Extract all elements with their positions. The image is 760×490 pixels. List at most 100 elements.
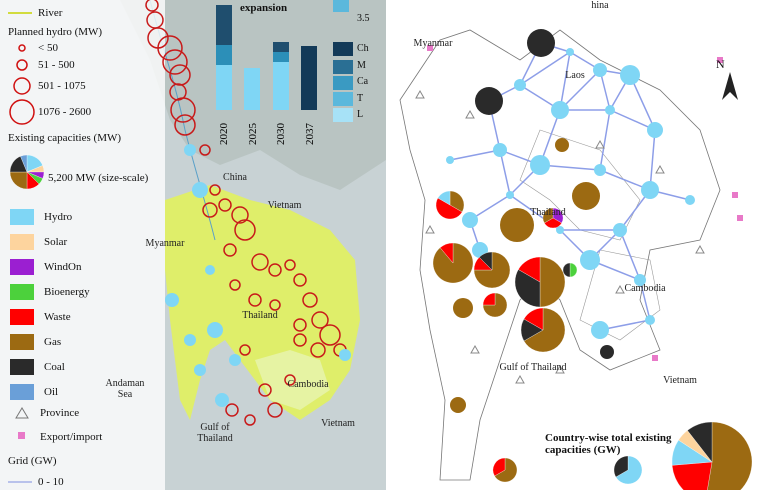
- existing-plant: [184, 334, 196, 346]
- province-outline: [519, 129, 661, 341]
- legend-title: Existing capacities (MW): [8, 132, 122, 144]
- pie-slice: [479, 251, 493, 271]
- hydro-node: [462, 212, 478, 228]
- province-marker: [695, 244, 705, 254]
- pie-slice: [500, 208, 534, 242]
- inset-year: 2020: [218, 123, 230, 145]
- planned-hydro: [284, 259, 296, 271]
- legend-tech: Coal: [44, 361, 65, 373]
- map-label: Andaman Sea: [105, 378, 145, 400]
- pie-slice: [613, 455, 629, 478]
- pie-slice: [569, 262, 578, 278]
- hydro-node: [641, 181, 659, 199]
- map-label: Vietnam: [663, 375, 697, 386]
- pie-slice: [437, 190, 451, 206]
- north-arrow: [722, 72, 738, 100]
- pie-slice: [542, 207, 554, 224]
- legend-class: < 50: [38, 42, 58, 54]
- hydro-node: [647, 122, 663, 138]
- planned-hydro: [234, 219, 256, 241]
- pie-slice: [707, 421, 753, 490]
- legend-tech: WindOn: [44, 261, 82, 273]
- map-label: Vietnam: [267, 200, 302, 211]
- inset-scale: 3.5: [357, 13, 370, 24]
- pie-slice: [572, 182, 600, 210]
- legend-export: Export/import: [40, 431, 103, 443]
- existing-plant: [339, 349, 351, 361]
- inset-title: Country-wise total existing capacities (…: [545, 432, 672, 456]
- existing-plant: [165, 293, 179, 307]
- planned-hydro: [169, 83, 187, 101]
- hydro-node: [645, 315, 655, 325]
- grid-line: [619, 229, 641, 281]
- export-marker: [652, 355, 658, 361]
- planned-hydro: [284, 374, 296, 386]
- legend-tech: Waste: [44, 311, 71, 323]
- legend-symbol: [16, 59, 28, 71]
- legend-symbol: [15, 407, 29, 419]
- pie-slice: [435, 197, 463, 220]
- hydro-node: [605, 105, 615, 115]
- map-label: Vietnam: [321, 418, 355, 429]
- legend-symbol: [9, 99, 35, 125]
- province-marker: [465, 109, 475, 119]
- pie-slice: [523, 307, 566, 353]
- planned-hydro: [202, 202, 218, 218]
- hydro-node: [514, 79, 526, 91]
- legend-size: 5,200 MW (size-scale): [48, 172, 149, 184]
- grid-line: [629, 74, 656, 131]
- pie-slice: [482, 292, 508, 318]
- existing-plant: [207, 322, 223, 338]
- map-label: Gulf of Thailand: [499, 362, 567, 373]
- export-marker: [427, 45, 433, 51]
- planned-hydro: [239, 344, 251, 356]
- pie-slice: [450, 397, 466, 413]
- legend-symbol: [18, 432, 25, 439]
- inset-year: 2030: [275, 123, 287, 145]
- pie-slice: [671, 461, 713, 490]
- legend-tech: Bioenergy: [44, 286, 90, 298]
- grid-line: [639, 279, 651, 321]
- hydro-node: [556, 226, 564, 234]
- province-marker: [595, 139, 605, 149]
- planned-hydro: [170, 97, 196, 123]
- grid-line: [559, 69, 601, 111]
- hydro-node: [593, 63, 607, 77]
- planned-hydro: [174, 114, 196, 136]
- province-marker: [615, 284, 625, 294]
- hydro-node: [613, 223, 627, 237]
- inset-bars: [216, 0, 353, 122]
- hydro-node: [685, 195, 695, 205]
- inset-class: L: [357, 109, 364, 120]
- planned-hydro: [229, 279, 241, 291]
- hydro-node: [620, 65, 640, 85]
- planned-hydro: [231, 206, 249, 224]
- planned-hydro: [319, 324, 341, 346]
- pie-slice: [687, 421, 713, 463]
- legend-tech: Solar: [44, 236, 68, 248]
- planned-hydro: [251, 253, 269, 271]
- hydro-node: [591, 321, 609, 339]
- land-cambodia: [255, 350, 330, 410]
- export-marker: [737, 215, 743, 221]
- pie-slice: [555, 138, 569, 152]
- grid-line: [499, 149, 511, 196]
- grid-line: [609, 109, 656, 131]
- export-marker: [732, 192, 738, 198]
- map-label: Cambodia: [287, 379, 329, 390]
- planned-hydro: [302, 292, 318, 308]
- planned-hydro: [244, 414, 256, 426]
- planned-hydro: [223, 243, 237, 257]
- legend-tech: Gas: [44, 336, 62, 348]
- grid-line: [559, 51, 571, 111]
- planned-hydro: [157, 35, 183, 61]
- country-outline: [399, 29, 721, 481]
- inset-class: M: [357, 59, 366, 71]
- legend-province: Province: [40, 407, 80, 419]
- legend-swatch: [10, 334, 34, 350]
- hydro-node: [493, 143, 507, 157]
- pie-slice: [439, 242, 454, 264]
- map-label: China: [223, 172, 247, 183]
